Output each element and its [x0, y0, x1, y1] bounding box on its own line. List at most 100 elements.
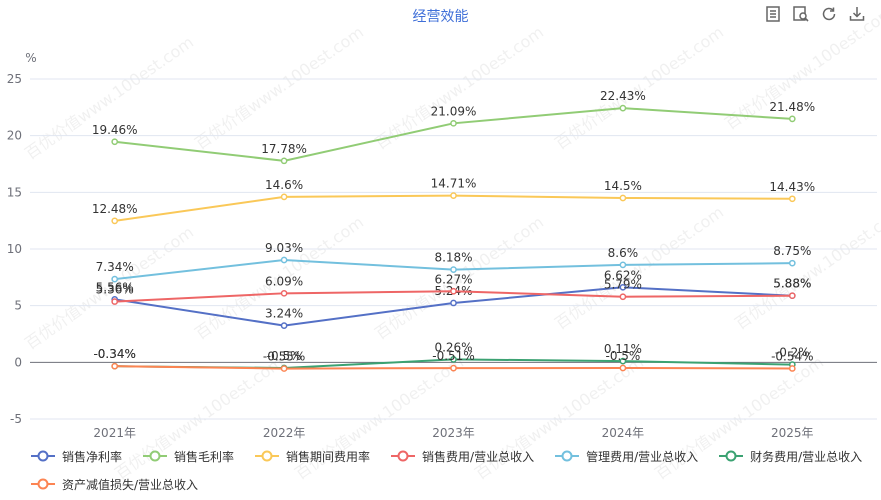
data-point	[788, 259, 796, 267]
data-label: 8.6%	[608, 246, 639, 260]
data-label: 19.46%	[92, 123, 138, 137]
data-point	[619, 293, 627, 301]
x-tick-label: 2024年	[602, 426, 645, 440]
data-label: 0.11%	[604, 342, 642, 356]
data-label: 5.88%	[773, 277, 811, 291]
x-tick-label: 2022年	[263, 426, 306, 440]
data-point	[111, 275, 119, 283]
series-line	[114, 194, 793, 222]
data-point	[450, 356, 457, 363]
legend-item[interactable]: 资产减值损失/营业总收入	[30, 474, 198, 494]
data-point	[450, 192, 457, 199]
legend-item[interactable]: 销售期间费用率	[254, 446, 370, 466]
legend-marker-icon	[719, 450, 744, 462]
data-label: 14.6%	[265, 178, 303, 192]
legend-label: 销售毛利率	[174, 449, 235, 464]
data-point	[619, 104, 627, 112]
legend-marker-icon	[143, 450, 168, 462]
data-point	[111, 362, 119, 370]
data-label: 21.09%	[431, 104, 477, 118]
y-tick-label: 25	[7, 72, 22, 86]
data-point	[280, 322, 288, 329]
y-axis-label: %	[25, 51, 36, 65]
y-tick-label: 15	[7, 185, 22, 199]
data-label: 7.34%	[96, 260, 134, 274]
data-label: 3.24%	[265, 307, 303, 321]
chart-title: 经营效能	[412, 9, 469, 25]
save-image-icon[interactable]	[847, 4, 867, 24]
data-label: 0.26%	[434, 340, 472, 354]
y-tick-label: -5	[10, 412, 22, 426]
data-point	[111, 138, 119, 146]
data-label: 17.78%	[261, 142, 307, 156]
chart-toolbar	[763, 4, 867, 24]
data-point	[450, 287, 457, 295]
legend-item[interactable]: 销售费用/营业总收入	[390, 446, 534, 466]
data-point	[619, 261, 627, 269]
data-label: 5.79%	[604, 278, 642, 292]
data-label: 6.09%	[265, 274, 303, 288]
chart-legend: 销售净利率 销售毛利率 销售期间费用率 销售费用/营业总收入 管理费用/营业总收入 财务费…	[30, 446, 870, 494]
data-label: 21.48%	[769, 100, 815, 114]
data-label: -0.5%	[267, 349, 302, 363]
data-point	[280, 193, 288, 201]
data-view-icon[interactable]	[763, 4, 783, 24]
data-label: 8.18%	[434, 251, 472, 265]
data-point	[619, 357, 627, 365]
legend-marker-icon	[255, 450, 280, 462]
legend-label: 销售净利率	[62, 449, 123, 464]
x-tick-label: 2025年	[771, 426, 814, 440]
y-tick-label: 10	[7, 242, 22, 256]
data-label: 14.71%	[431, 177, 477, 191]
data-label: 14.5%	[604, 179, 642, 193]
x-tick-label: 2023年	[432, 426, 475, 440]
y-tick-label: 0	[14, 355, 22, 369]
data-label: 9.03%	[265, 241, 303, 255]
data-label: 5.36%	[96, 283, 134, 297]
data-label: 5.88%	[773, 277, 811, 291]
data-label: -0.5%	[605, 349, 640, 363]
data-point	[450, 119, 457, 127]
data-zoom-icon[interactable]	[791, 4, 811, 24]
data-label: 22.43%	[600, 89, 646, 103]
data-point	[280, 289, 288, 297]
data-point	[619, 194, 627, 202]
data-label: 6.62%	[604, 268, 642, 282]
restore-icon[interactable]	[819, 4, 839, 24]
data-label: 6.27%	[434, 272, 472, 286]
data-label: 8.75%	[773, 244, 811, 258]
y-tick-label: 20	[7, 129, 22, 143]
legend-marker-icon	[391, 450, 416, 462]
data-label: 5.56%	[96, 280, 134, 294]
data-point	[788, 365, 796, 372]
legend-item[interactable]: 销售毛利率	[142, 446, 234, 466]
data-point	[619, 364, 627, 372]
legend-marker-icon	[31, 450, 55, 462]
data-point	[788, 115, 796, 123]
data-point	[450, 299, 457, 307]
data-point	[450, 266, 457, 273]
data-point	[450, 364, 457, 372]
data-point	[788, 195, 796, 203]
data-label: 14.43%	[769, 180, 815, 194]
data-point	[619, 283, 627, 291]
legend-marker-icon	[31, 478, 55, 490]
legend-item[interactable]: 管理费用/营业总收入	[554, 446, 698, 466]
legend-label: 财务费用/营业总收入	[750, 449, 863, 464]
legend-label: 管理费用/营业总收入	[586, 449, 699, 464]
line-chart: -5 0 5 10 15 20 25% 2021年 2022年 2023年 2024年 2025年 5.…	[7, 51, 877, 440]
legend-marker-icon	[555, 450, 580, 462]
data-point	[111, 298, 119, 305]
legend-item[interactable]: 财务费用/营业总收入	[718, 446, 862, 466]
data-point	[111, 217, 119, 225]
legend-label: 销售费用/营业总收入	[422, 449, 535, 464]
legend-item[interactable]: 销售净利率	[30, 446, 122, 466]
x-tick-label: 2021年	[93, 426, 136, 440]
data-label: -0.51%	[432, 349, 474, 363]
data-point	[788, 292, 796, 300]
data-label: -0.34%	[93, 347, 135, 361]
data-label: -0.55%	[263, 350, 305, 364]
data-point	[280, 157, 288, 165]
data-label: -0.2%	[775, 346, 810, 360]
legend-label: 销售期间费用率	[286, 449, 371, 464]
